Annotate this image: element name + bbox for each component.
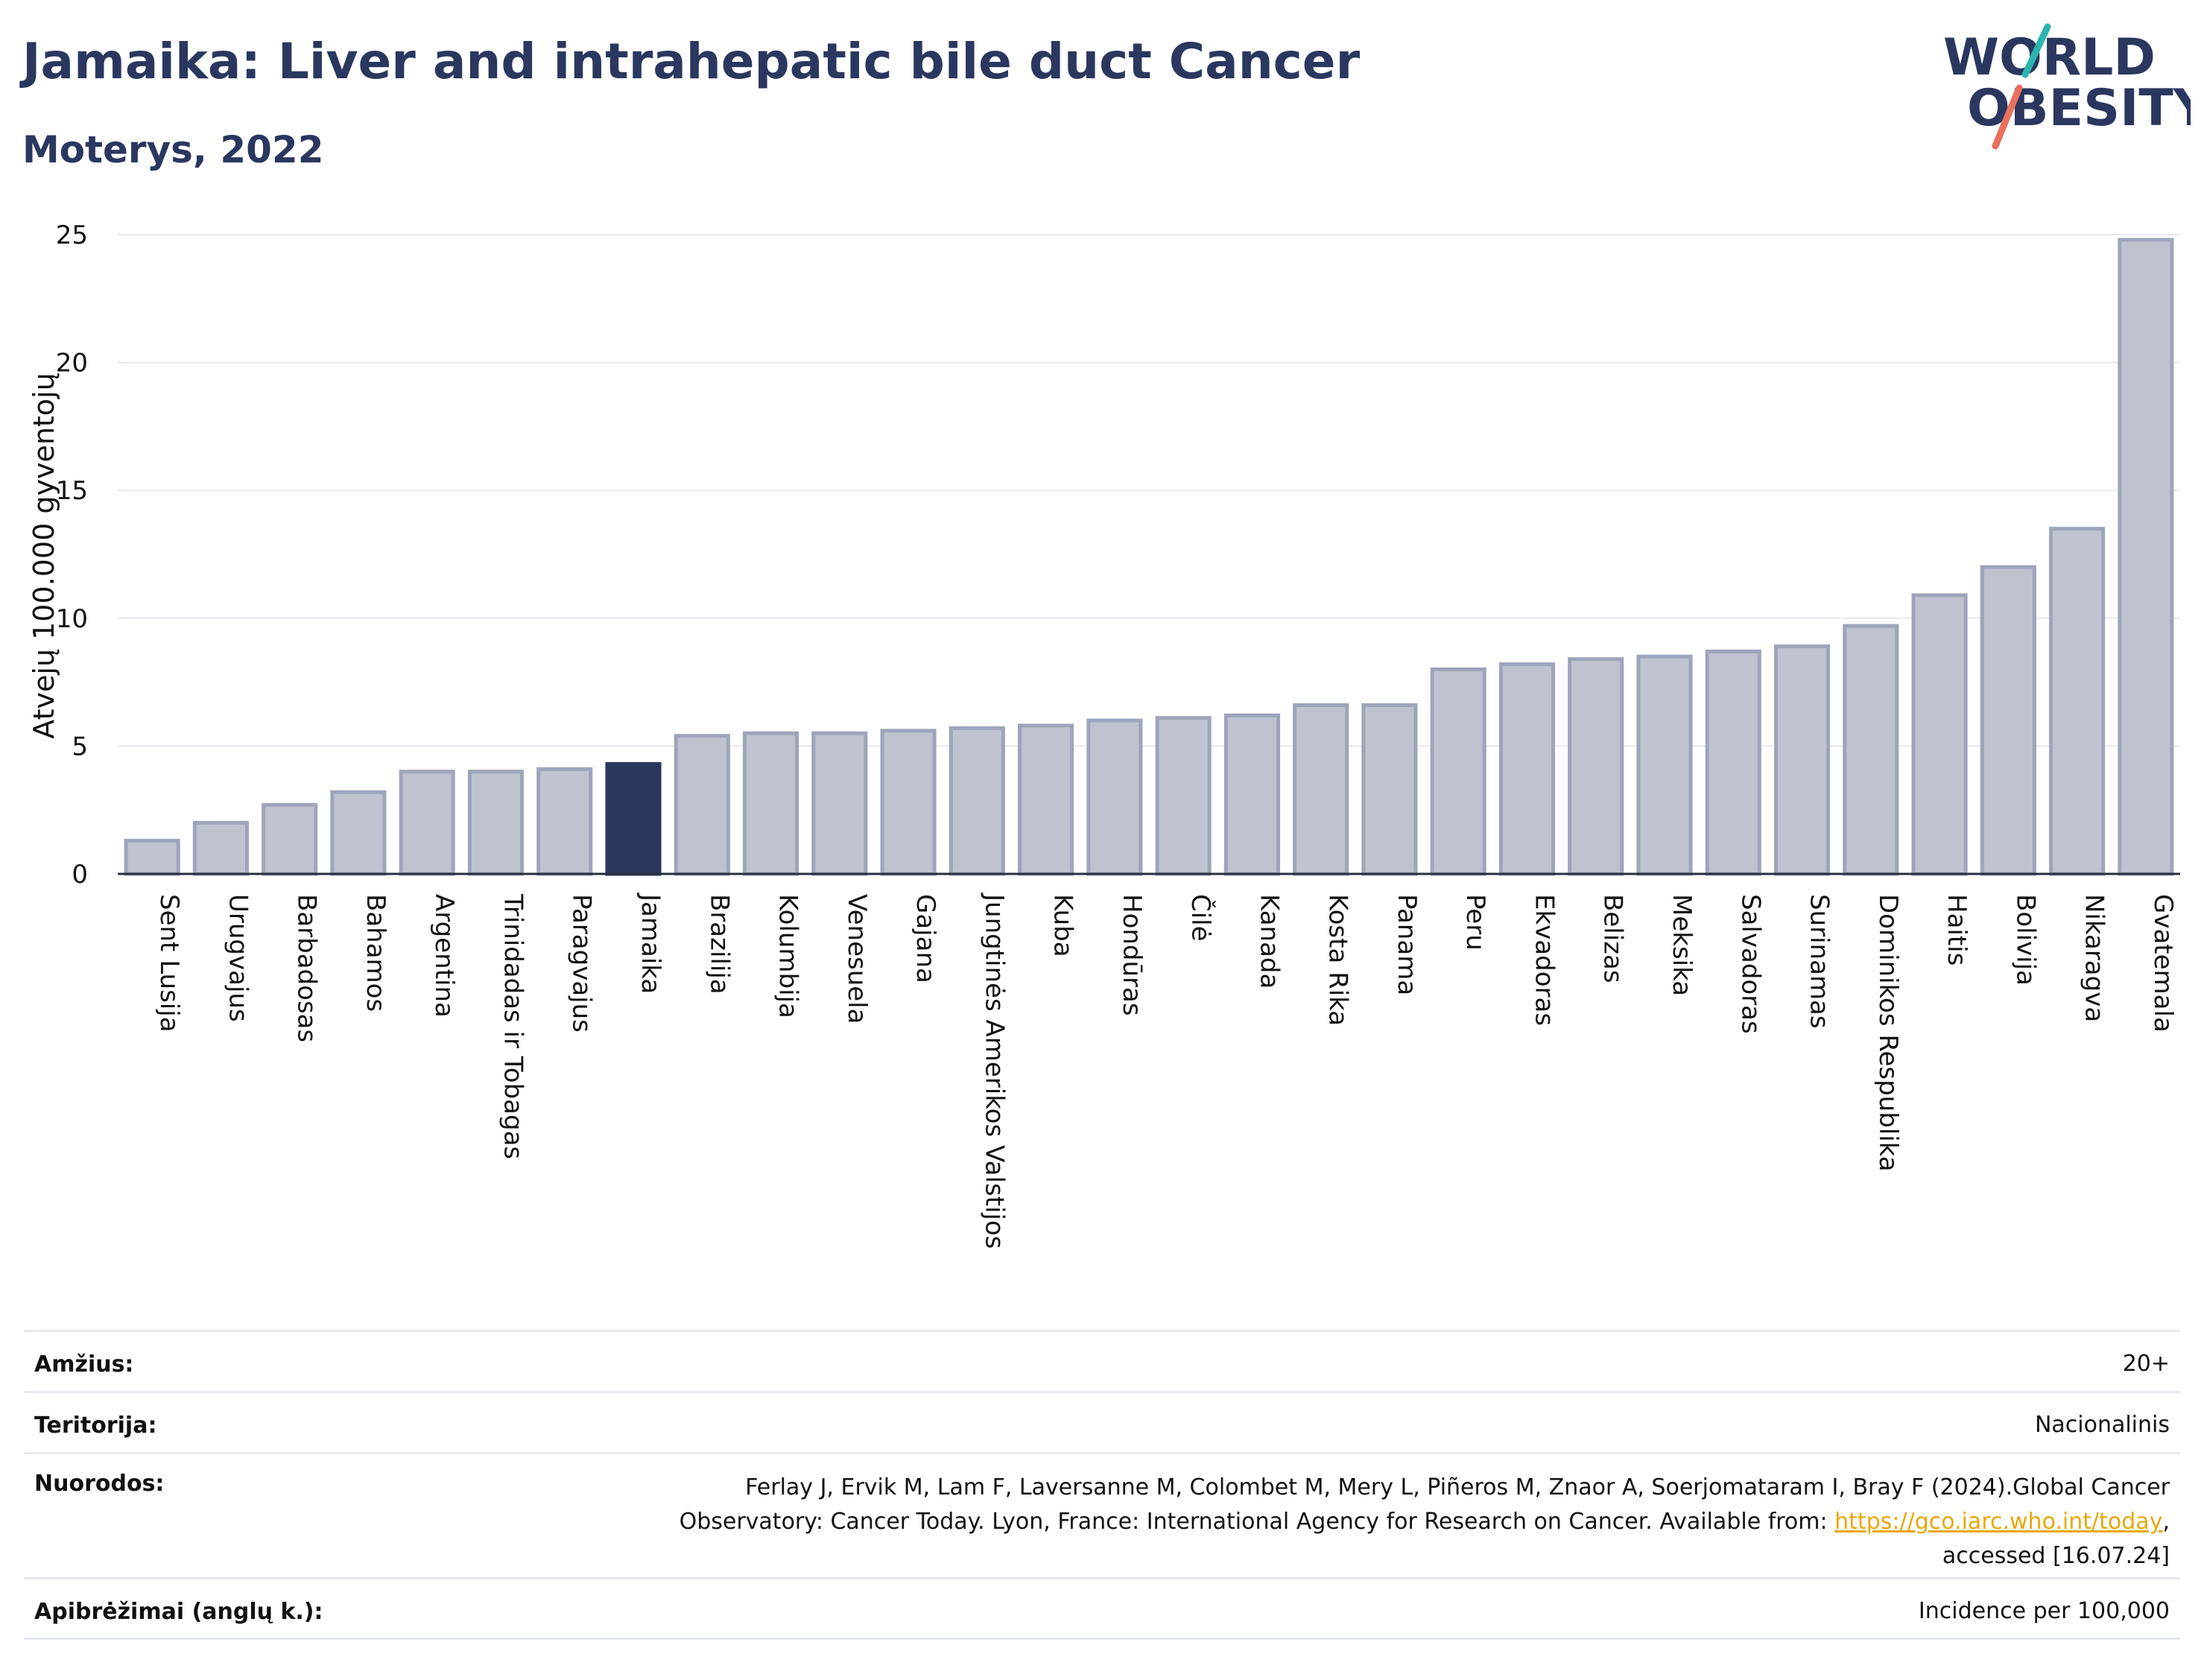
references-link[interactable]: https://gco.iarc.who.int/today	[1834, 1509, 2163, 1535]
logo-slash-teal	[2021, 23, 2051, 78]
bar	[811, 731, 868, 876]
x-tick-label: Ekvadoras	[1529, 894, 1559, 1026]
references-text-2: Observatory: Cancer Today. Lyon, France:…	[679, 1509, 1828, 1535]
bar	[1773, 644, 1831, 876]
references-text-3: ,	[2162, 1509, 2170, 1535]
bar	[742, 731, 799, 876]
bar	[1705, 649, 1761, 876]
x-tick-label: Paragvajus	[567, 894, 597, 1033]
age-label: Amžius:	[34, 1351, 134, 1378]
bar	[124, 838, 180, 876]
x-tick-label: Gajana	[911, 894, 940, 983]
bar	[1498, 662, 1556, 876]
x-tick-label: Kanada	[1254, 894, 1284, 989]
footer-row-definitions: Apibrėžimai (anglų k.): Incidence per 10…	[24, 1577, 2180, 1640]
x-tick-label: Trinidadas ir Tobagas	[498, 893, 528, 1159]
bar	[467, 770, 525, 876]
bar	[1568, 657, 1624, 876]
x-tick-label: Nikaragva	[2080, 894, 2109, 1022]
bar	[330, 790, 387, 876]
x-tick-label: Salvadoras	[1735, 894, 1765, 1034]
territory-label: Teritorija:	[34, 1413, 157, 1439]
y-tick-label: 0	[72, 860, 88, 890]
x-tick-label: Belizas	[1598, 894, 1628, 983]
references-text-4: accessed [16.07.24]	[1942, 1543, 2170, 1569]
page-title: Jamaika: Liver and intrahepatic bile duc…	[22, 33, 1361, 90]
bar	[1843, 624, 1899, 876]
y-axis-label: Atvejų 100.000 gyventojų	[28, 373, 60, 738]
x-tick-label: Urugvajus	[223, 894, 253, 1022]
definitions-value: Incidence per 100,000	[1918, 1598, 2170, 1624]
bar	[1911, 593, 1968, 876]
x-tick-label: Kuba	[1048, 894, 1078, 957]
age-value: 20+	[2122, 1351, 2170, 1377]
x-tick-label: Jamaika	[636, 893, 665, 994]
bar	[1018, 723, 1074, 876]
bar	[1086, 718, 1143, 876]
footer-row-age: Amžius: 20+	[24, 1330, 2180, 1391]
x-tick-label: Kolumbija	[773, 894, 803, 1018]
world-obesity-logo: WORLD OBESITY	[1943, 23, 2191, 150]
x-tick-label: Jungtinės Amerikos Valstijos	[979, 893, 1009, 1249]
y-tick-label: 15	[56, 476, 88, 506]
definitions-label: Apibrėžimai (anglų k.):	[34, 1599, 323, 1625]
x-tick-label: Sent Lusija	[154, 894, 184, 1033]
x-tick-label: Barbadosas	[292, 894, 322, 1042]
logo-line-1: WORLD	[1943, 28, 2156, 87]
bar	[262, 802, 318, 876]
x-tick-label: Panama	[1392, 894, 1422, 995]
x-tick-label: Gvatemala	[2148, 894, 2178, 1033]
bar	[674, 734, 730, 876]
bar	[1223, 713, 1280, 876]
x-tick-label: Peru	[1460, 894, 1490, 951]
bar	[1361, 703, 1418, 876]
bar	[192, 820, 249, 876]
bar	[399, 770, 455, 876]
bar	[880, 729, 937, 876]
bar	[2049, 527, 2106, 876]
bar	[1980, 565, 2036, 876]
chart-footer: Amžius: 20+ Teritorija: Nacionalinis Nuo…	[24, 1330, 2180, 1640]
x-tick-label: Surinamas	[1805, 894, 1834, 1029]
x-tick-label: Kosta Rika	[1323, 894, 1353, 1026]
bar	[1293, 703, 1349, 876]
references-label: Nuorodos:	[34, 1471, 165, 1497]
bar	[1155, 716, 1212, 876]
bar	[1430, 667, 1486, 876]
x-tick-label: Čilė	[1185, 894, 1216, 942]
x-tick-label: Meksika	[1667, 894, 1697, 996]
references-value: Ferlay J, Ervik M, Lam F, Laversanne M, …	[680, 1471, 2180, 1573]
bar	[605, 761, 662, 876]
x-tick-label: Bahamos	[361, 894, 390, 1012]
footer-row-references: Nuorodos: Ferlay J, Ervik M, Lam F, Lave…	[24, 1452, 2180, 1577]
bar	[2118, 238, 2174, 876]
y-tick-label: 5	[72, 732, 88, 761]
footer-row-territory: Teritorija: Nacionalinis	[24, 1391, 2180, 1452]
page-subtitle: Moterys, 2022	[22, 128, 324, 171]
y-tick-label: 10	[56, 604, 88, 634]
bar-chart: 0 5 10 15 20 25 Atvejų 100.000 gyventojų Sent L…	[28, 221, 2180, 1249]
bar	[949, 726, 1005, 876]
y-tick-label: 20	[56, 349, 88, 378]
bar	[536, 767, 593, 876]
x-tick-label: Haitis	[1942, 894, 1972, 966]
y-tick-label: 25	[56, 221, 88, 250]
x-tick-label: Bolivija	[2010, 894, 2040, 986]
x-tick-label: Venesuela	[842, 894, 872, 1024]
x-tick-label: Dominikos Respublika	[1873, 894, 1903, 1172]
territory-value: Nacionalinis	[2034, 1412, 2170, 1438]
x-tick-label: Brazilija	[704, 894, 734, 995]
bar	[1636, 654, 1693, 876]
references-text-1: Ferlay J, Ervik M, Lam F, Laversanne M, …	[745, 1474, 2170, 1500]
x-tick-label: Argentina	[429, 894, 459, 1018]
x-tick-label: Hondūras	[1117, 894, 1147, 1016]
logo-slash-coral	[1992, 84, 2023, 150]
